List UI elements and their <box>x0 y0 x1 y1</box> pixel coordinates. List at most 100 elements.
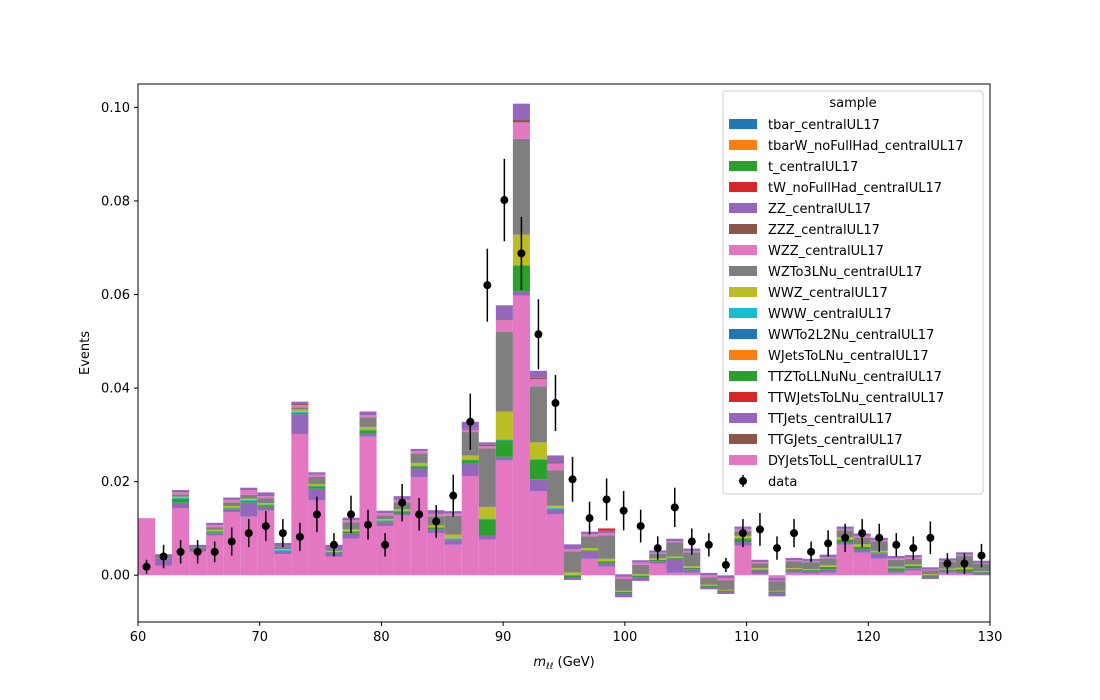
bar-segment <box>274 551 292 555</box>
bar-segment <box>206 527 224 530</box>
bar-segment <box>870 553 888 559</box>
x-tick-label: 70 <box>251 630 268 645</box>
data-point <box>875 533 884 542</box>
data-point <box>619 506 628 515</box>
data-point <box>176 547 185 556</box>
bar-segment <box>461 462 479 477</box>
bar-segment <box>529 386 547 443</box>
bar-segment <box>444 515 462 535</box>
bar-segment <box>564 549 582 552</box>
bar-segment <box>632 575 650 578</box>
bar-segment <box>938 572 956 576</box>
bar-segment <box>529 458 547 460</box>
bar-segment <box>495 331 513 412</box>
bar-segment <box>615 590 633 593</box>
bar-segment <box>461 459 479 461</box>
bar-segment <box>972 572 990 576</box>
bar-segment <box>257 496 275 499</box>
bar-segment <box>819 558 837 566</box>
bar-segment <box>598 558 616 562</box>
legend-swatch <box>729 434 757 444</box>
bar-segment <box>529 370 547 378</box>
bar-segment <box>546 470 564 506</box>
bar-segment <box>478 446 496 449</box>
bar-segment <box>478 518 496 520</box>
bar-segment <box>291 409 309 412</box>
legend-label: TTJets_centralUL17 <box>767 412 893 427</box>
bar-segment <box>478 442 496 445</box>
bar-segment <box>410 448 428 452</box>
legend-label: DYJetsToLL_centralUL17 <box>768 454 922 469</box>
bar-segment <box>495 319 513 321</box>
bar-segment <box>257 505 275 507</box>
bar-segment <box>564 551 582 573</box>
bar-segment <box>291 401 309 404</box>
bar-segment <box>172 490 190 492</box>
bar-segment <box>649 559 667 562</box>
bar-segment <box>393 515 411 576</box>
data-point <box>483 281 492 290</box>
bar-segment <box>478 519 496 536</box>
legend-label: WZZ_centralUL17 <box>768 244 884 259</box>
bar-segment <box>717 580 735 590</box>
bar-segment <box>972 563 990 572</box>
bar-segment <box>529 459 547 480</box>
bar-segment <box>751 563 769 569</box>
bar-segment <box>751 562 769 564</box>
bar-segment <box>751 568 769 570</box>
bar-segment <box>172 491 190 495</box>
data-point <box>364 520 373 529</box>
data-point <box>227 537 236 546</box>
bar-segment <box>632 562 650 565</box>
bar-segment <box>410 451 428 454</box>
bar-segment <box>887 559 905 567</box>
legend-label: t_centralUL17 <box>768 160 858 175</box>
bar-segment <box>359 429 377 431</box>
bar-segment <box>802 571 820 574</box>
data-point <box>381 540 390 549</box>
bar-segment <box>512 138 530 235</box>
bar-segment <box>683 552 701 567</box>
bar-segment <box>598 535 616 559</box>
data-point <box>721 560 730 569</box>
data-point <box>602 495 611 504</box>
bar-segment <box>308 500 326 576</box>
data-point <box>892 540 901 549</box>
legend-swatch <box>729 119 757 129</box>
y-tick-label: 0.10 <box>101 101 130 116</box>
bar-segment <box>615 576 633 579</box>
bar-segment <box>172 494 190 497</box>
data-point <box>210 547 219 556</box>
bar-segment <box>410 453 428 463</box>
data-point <box>534 330 543 339</box>
bar-segment <box>904 570 922 576</box>
bar-segment <box>802 569 820 571</box>
legend-swatch <box>729 245 757 255</box>
data-points <box>142 158 986 574</box>
bar-segment <box>478 506 496 519</box>
bar-segment <box>512 295 530 576</box>
bar-segment <box>546 507 564 509</box>
data-point <box>977 551 986 560</box>
bar-segment <box>700 575 718 578</box>
bar-segment <box>717 590 735 592</box>
bar-segment <box>904 568 922 571</box>
bar-segment <box>819 556 837 559</box>
legend-label: data <box>768 475 797 490</box>
data-point <box>807 547 816 556</box>
bar-segment <box>529 377 547 380</box>
bar-segment <box>376 515 394 520</box>
bar-segment <box>887 568 905 571</box>
data-point <box>261 522 270 531</box>
legend-swatch <box>729 455 757 465</box>
bar-segment <box>768 591 786 593</box>
bar-segment <box>581 536 599 549</box>
bar-segment <box>564 577 582 580</box>
bar-segment <box>598 566 616 576</box>
bar-segment <box>206 525 224 528</box>
data-point <box>704 540 713 549</box>
bar-segment <box>955 573 973 576</box>
bar-segment <box>546 508 564 510</box>
plot-frame <box>137 83 991 623</box>
bar-segment <box>717 591 735 594</box>
